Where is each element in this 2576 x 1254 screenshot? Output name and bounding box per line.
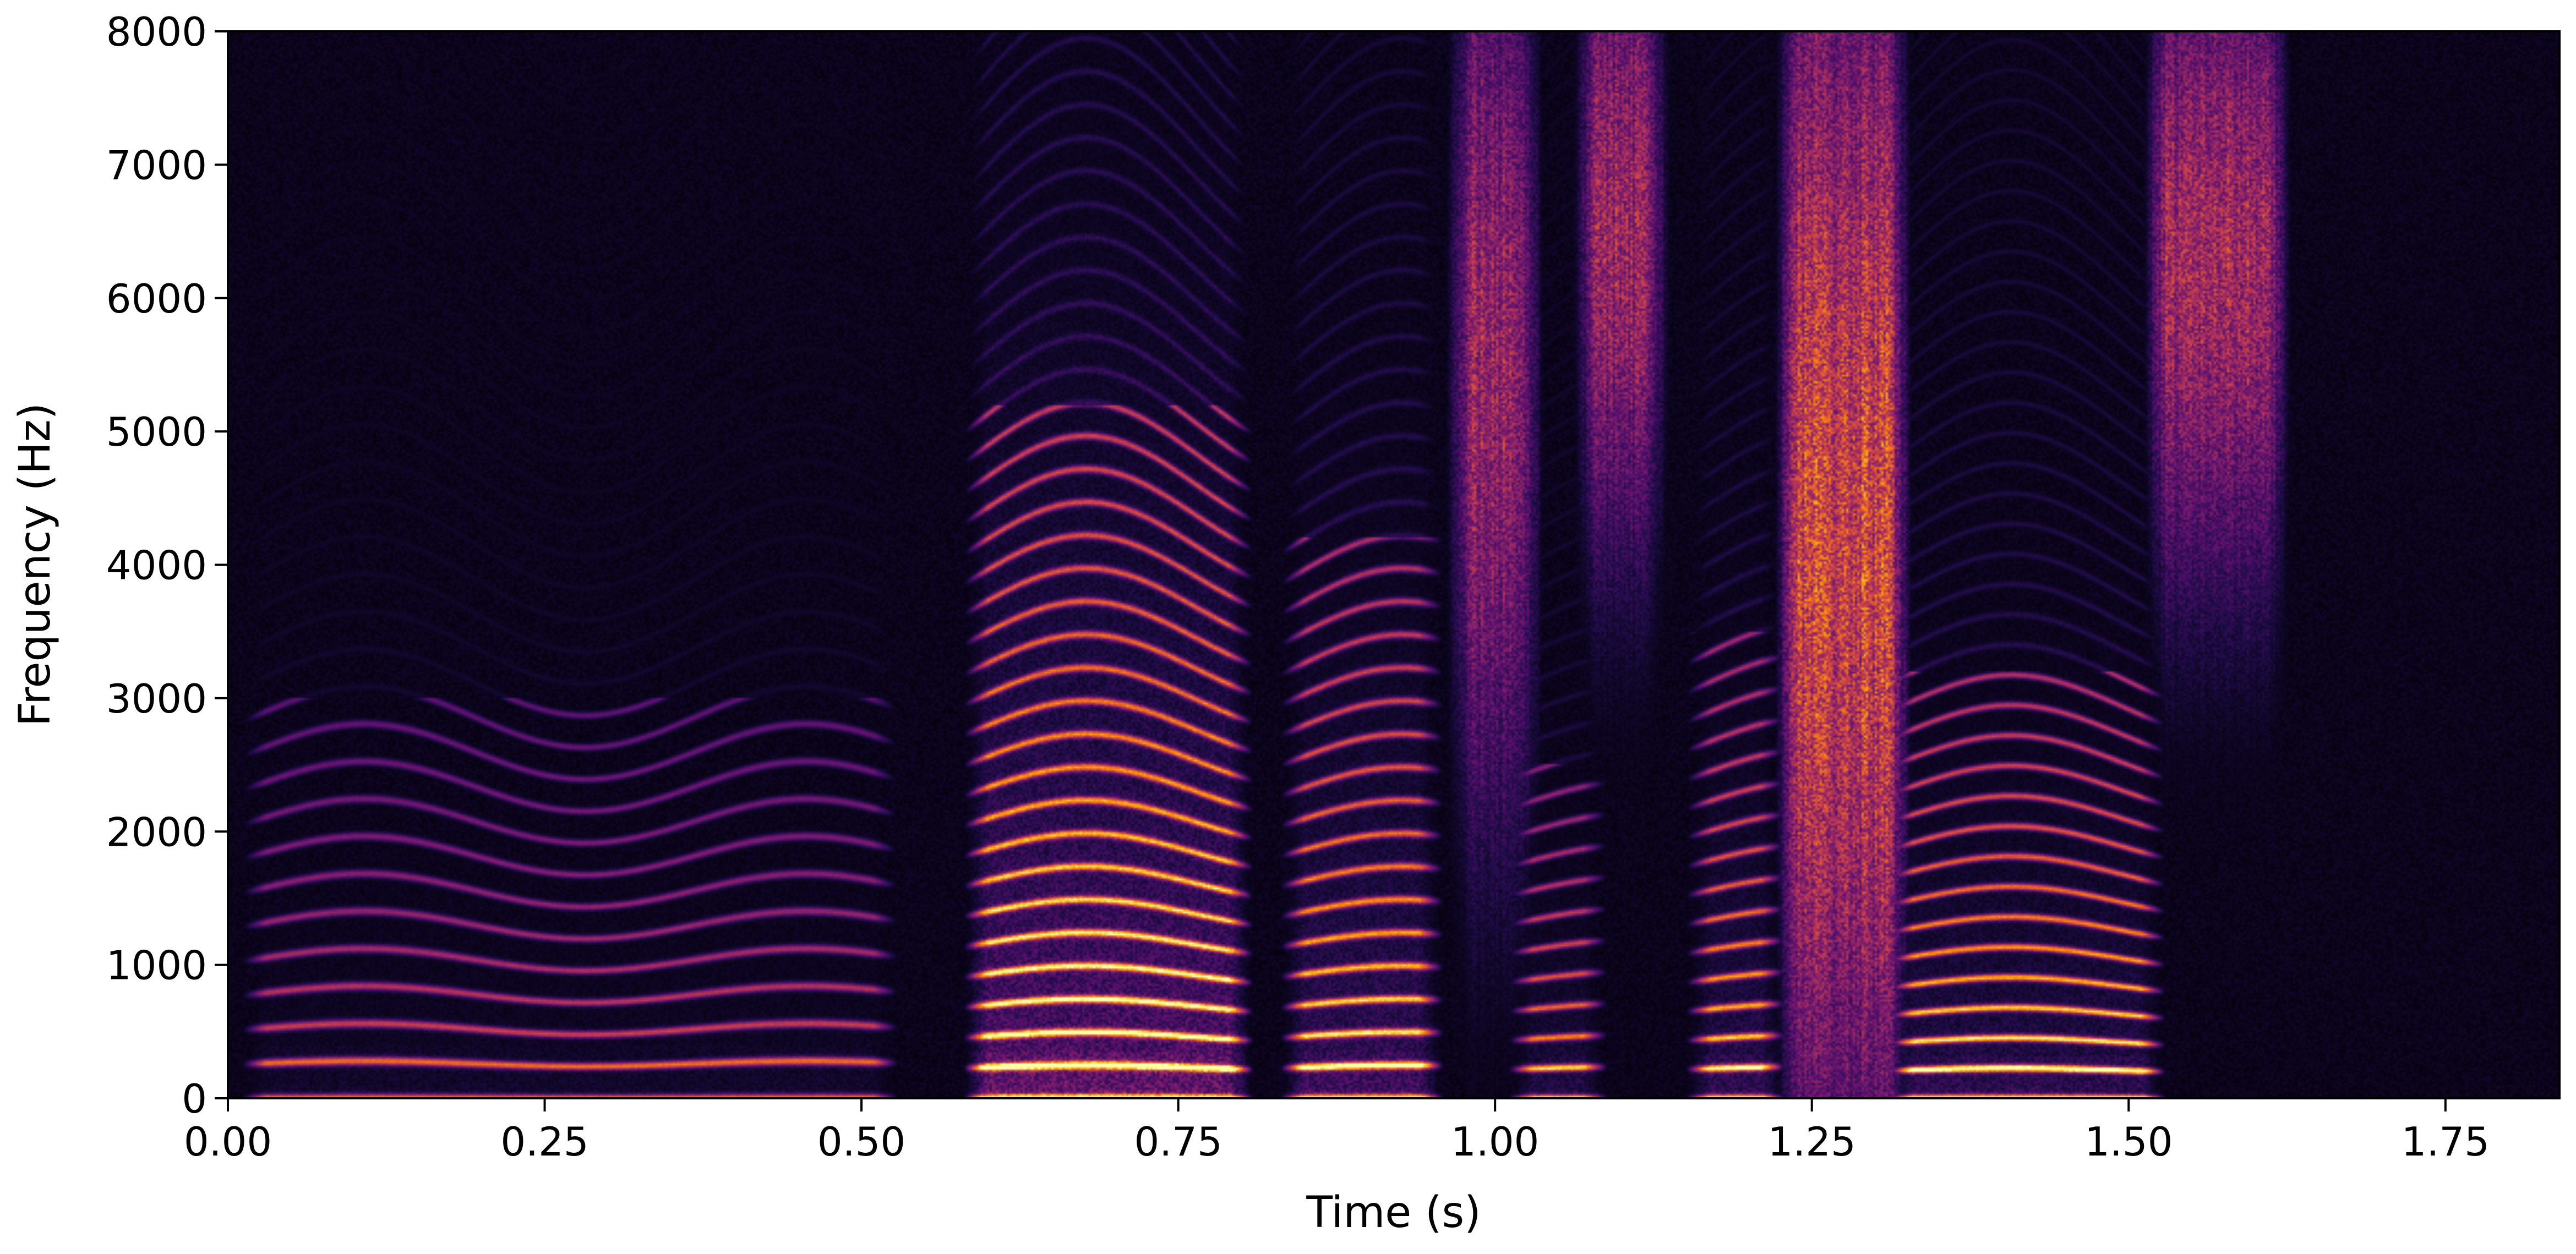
- x-tick-label: 1.25: [1768, 1119, 1856, 1165]
- x-tick-label: 0.50: [817, 1119, 905, 1165]
- y-tick-label: 1000: [106, 943, 207, 989]
- plot-frame: [227, 30, 2561, 1099]
- y-tick-label: 6000: [106, 276, 207, 322]
- x-axis-label: Time (s): [1306, 1188, 1481, 1237]
- x-tick-label: 1.50: [2084, 1119, 2173, 1165]
- y-tick-label: 0: [182, 1076, 207, 1122]
- x-tick-label: 0.25: [500, 1119, 588, 1165]
- y-tick-label: 3000: [106, 676, 207, 722]
- plot-border: [227, 30, 2561, 1099]
- y-tick-label: 5000: [106, 409, 207, 455]
- spectrogram-heatmap: [228, 31, 2559, 1098]
- y-axis: 0 1000 2000 3000 4000 5000 6000 7000 8000: [106, 9, 228, 1122]
- x-tick-label: 1.00: [1451, 1119, 1539, 1165]
- y-tick-label: 7000: [106, 142, 207, 188]
- x-tick-label: 1.75: [2402, 1119, 2490, 1165]
- y-tick-label: 2000: [106, 809, 207, 855]
- x-tick-label: 0.00: [184, 1119, 272, 1165]
- x-tick-label: 0.75: [1134, 1119, 1222, 1165]
- y-tick-label: 4000: [106, 543, 207, 589]
- x-axis: 0.00 0.25 0.50 0.75 1.00 1.25 1.50 1.75: [184, 1098, 2490, 1165]
- y-tick-label: 8000: [106, 9, 207, 55]
- y-axis-label: Frequency (Hz): [10, 403, 60, 726]
